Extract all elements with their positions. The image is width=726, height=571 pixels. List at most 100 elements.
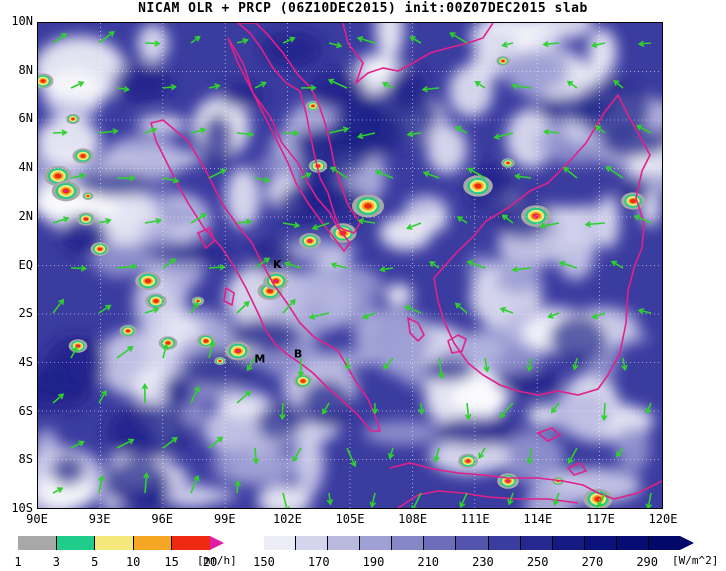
clear-sky-patch [250, 239, 295, 276]
wind-arrow [346, 447, 357, 468]
olr-color-cell [616, 536, 649, 550]
clear-sky-patch [45, 335, 108, 392]
olr-tick: 230 [472, 555, 494, 569]
wind-arrow [572, 357, 579, 371]
cloud-patch [500, 51, 572, 93]
wind-arrow [422, 170, 440, 179]
wind-arrow [297, 357, 305, 378]
wind-arrow [162, 343, 169, 359]
wind-arrow [559, 260, 578, 269]
wind-arrow [511, 266, 532, 273]
wind-arrow [637, 40, 652, 47]
wind-arrow [162, 177, 180, 184]
wind-arrow [356, 35, 376, 44]
lat-label: 4N [18, 160, 33, 175]
wind-arrow [357, 217, 376, 225]
lat-label: 6N [18, 111, 33, 126]
wind-arrow [52, 216, 70, 224]
wind-arrow [499, 306, 514, 314]
prcp-colorbar [18, 536, 210, 550]
olr-unit: [W/m^2] [672, 554, 719, 567]
wind-arrow [621, 357, 628, 372]
wind-arrow [361, 312, 376, 320]
malay-peninsula [236, 23, 361, 234]
wind-arrow [190, 385, 200, 404]
clear-sky-patch [50, 455, 86, 487]
rain-cell-red [125, 329, 131, 333]
wind-arrow [411, 492, 422, 508]
cloud-patch [495, 262, 544, 295]
lat-label: 2S [18, 306, 33, 321]
olr-precip-map: K M B [37, 22, 663, 509]
wind-arrow [116, 438, 135, 449]
wind-arrow [501, 41, 514, 48]
wind-arrow [429, 261, 440, 269]
bangka-island [407, 316, 425, 343]
olr-colorbar [264, 536, 681, 550]
cloud-patch [500, 430, 564, 483]
wind-arrow [526, 447, 534, 465]
place-label: K [273, 258, 282, 271]
wind-arrow [327, 78, 348, 89]
cloud-patch [525, 23, 594, 40]
wind-arrow [597, 492, 606, 508]
rain-cell-magenta [308, 240, 312, 242]
cloud-patch [225, 167, 261, 229]
java-inner-coast [397, 490, 579, 508]
small-islet-east [536, 427, 562, 442]
wind-arrow [284, 261, 302, 269]
wind-arrow [406, 222, 422, 230]
lon-label: 93E [88, 512, 111, 526]
wind-arrow [543, 128, 560, 136]
wind-arrow [282, 36, 296, 44]
lon-label: 99E [213, 512, 236, 526]
wind-arrow [246, 357, 256, 372]
sumatra-coast [150, 119, 382, 432]
wind-arrow [610, 260, 624, 269]
lat-label: 8N [18, 62, 33, 77]
prcp-high-arrow [210, 536, 224, 550]
sumatra-north-outline [227, 37, 352, 253]
wind-arrow [483, 357, 490, 373]
wind-arrow [70, 346, 78, 359]
rain-cell-red [364, 203, 372, 209]
lon-label: 90E [26, 512, 48, 526]
lat-label: 6S [18, 403, 33, 418]
wind-arrow [330, 261, 348, 269]
clear-sky-patch [301, 380, 353, 428]
wind-arrow [459, 492, 468, 508]
prcp-tick: 3 [52, 555, 60, 569]
olr-tick: 290 [636, 555, 658, 569]
wind-arrow [116, 346, 134, 359]
wind-arrow [292, 447, 302, 463]
wind-arrow [254, 176, 271, 184]
cloud-patch [103, 136, 185, 183]
prcp-low-arrow [4, 536, 18, 550]
olr-color-cell [552, 536, 585, 550]
wind-arrow [236, 218, 253, 226]
wind-arrow [594, 125, 606, 134]
wind-arrow [635, 124, 652, 134]
wind-arrow [344, 357, 351, 371]
wind-arrow [208, 436, 224, 449]
lon-label: 120E [648, 512, 678, 526]
wind-arrow [144, 40, 161, 47]
small-islet-south [566, 462, 588, 476]
olr-tick: 190 [362, 555, 385, 569]
clear-sky-patch [256, 403, 302, 442]
wind-arrow [466, 260, 486, 269]
wind-arrow [162, 83, 178, 91]
cloud-patch [38, 36, 126, 104]
wind-arrow [418, 402, 425, 415]
wind-arrow [330, 166, 348, 179]
cloud-patch [268, 273, 356, 333]
cloud-patch [548, 468, 642, 504]
wind-arrow [438, 357, 445, 380]
wind-arrow [409, 36, 422, 44]
cloud-patch [137, 115, 187, 134]
wind-arrow [645, 402, 652, 415]
rain-cell-magenta [274, 279, 278, 283]
wind-arrow [282, 221, 301, 229]
wind-arrow [70, 440, 85, 449]
rain-cell-red [203, 339, 209, 343]
